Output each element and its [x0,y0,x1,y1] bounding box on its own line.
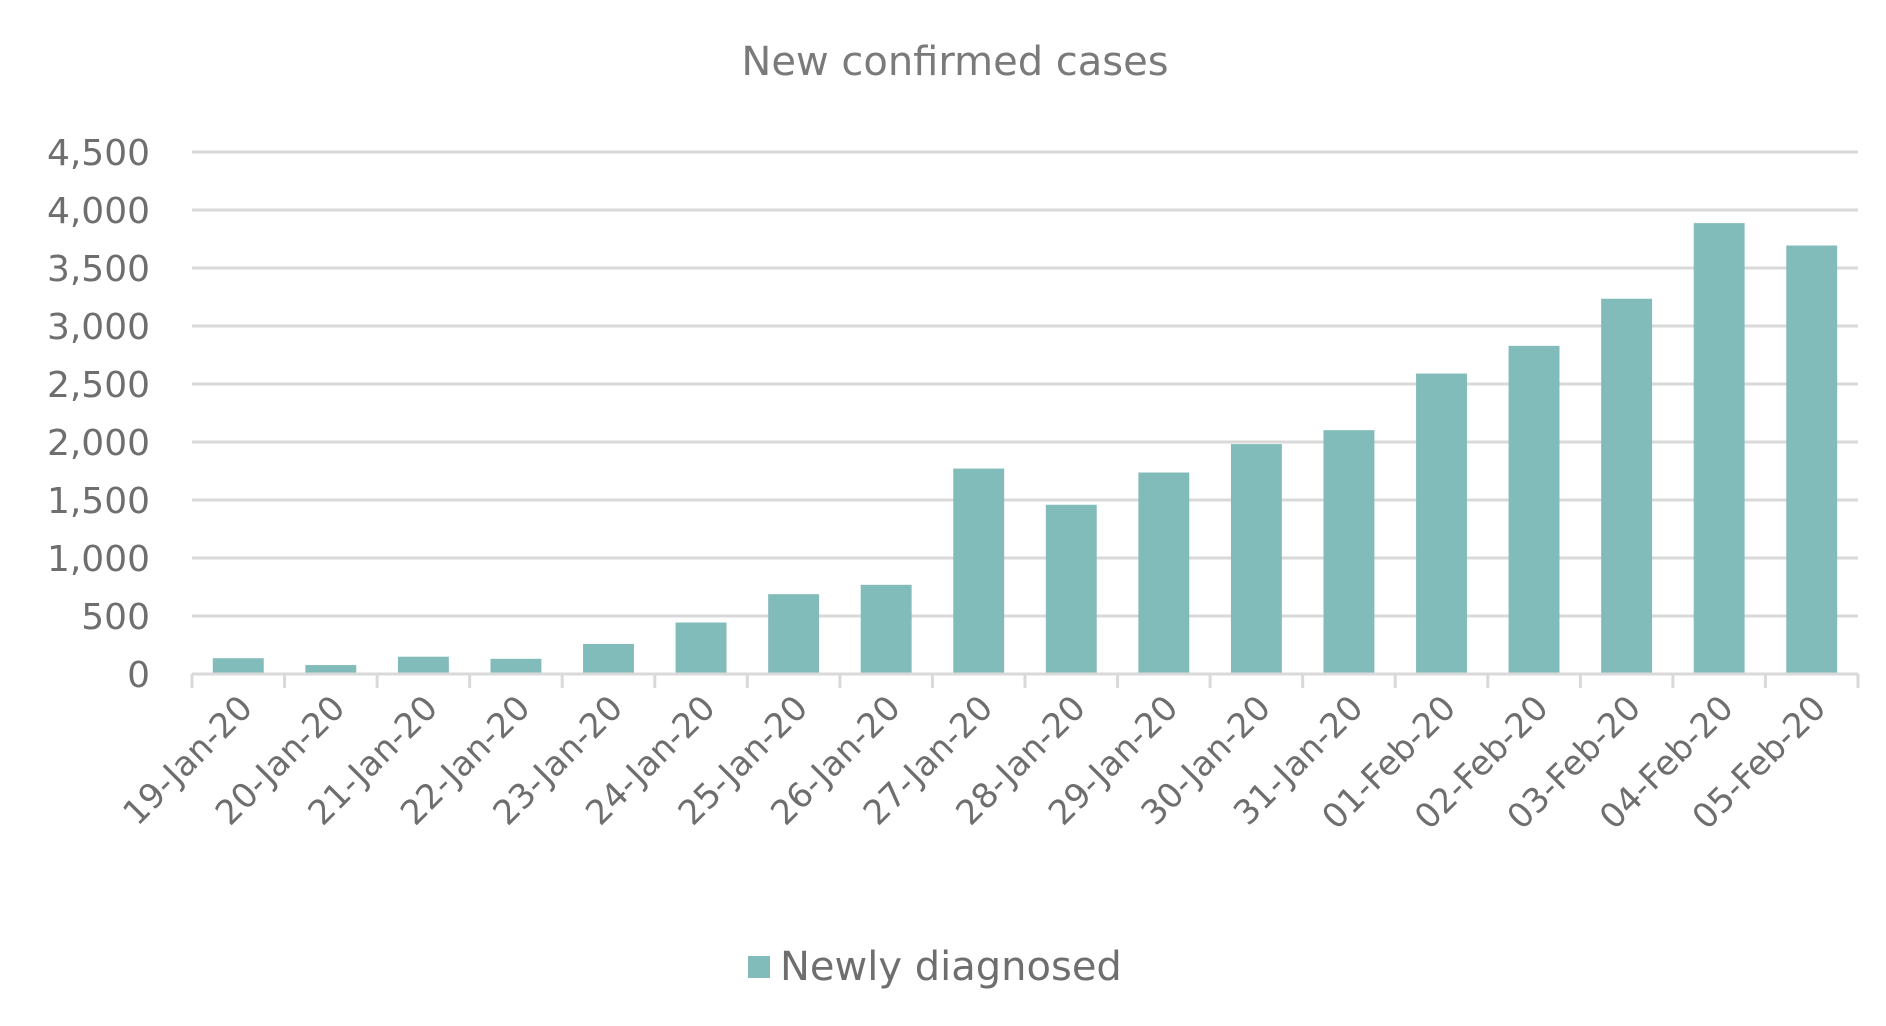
y-tick-label: 4,500 [47,133,150,174]
legend-swatch [748,956,770,978]
bar [675,622,727,674]
y-tick-label: 3,500 [47,249,150,290]
chart-title: New confirmed cases [741,39,1168,85]
bar [768,594,820,674]
y-axis-ticks: 0 500 1,000 1,500 2,000 2,500 3,000 3,500 4,000 4… [47,133,150,696]
y-tick-label: 2,000 [47,423,150,464]
bar [953,468,1005,674]
bar [212,658,264,674]
y-tick-label: 2,500 [47,365,150,406]
bar [397,656,449,674]
bar [305,665,357,674]
bar [860,584,912,674]
y-tick-label: 4,000 [47,191,150,232]
bar [1786,245,1838,674]
y-tick-label: 1,000 [47,539,150,580]
y-tick-label: 500 [81,597,150,638]
x-axis [190,672,1860,688]
y-tick-label: 3,000 [47,307,150,348]
legend: Newly diagnosed [748,944,1122,990]
bar [1323,430,1375,674]
bar [1601,298,1653,674]
bars [212,223,1838,674]
y-tick-label: 0 [127,655,150,696]
bar [1508,345,1560,674]
bar [1230,444,1282,674]
x-axis-ticks: 19-Jan-2020-Jan-2021-Jan-2022-Jan-2023-J… [115,688,1834,837]
bar [1693,223,1745,674]
bar [1416,373,1467,674]
bar [583,643,634,674]
bar [1138,472,1190,674]
bar [490,658,542,674]
y-tick-label: 1,500 [47,481,150,522]
legend-label: Newly diagnosed [780,944,1122,990]
bar [1045,504,1097,674]
gridlines [192,150,1858,618]
